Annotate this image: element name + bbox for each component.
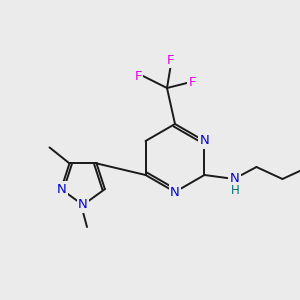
- Text: N: N: [230, 172, 239, 185]
- Text: F: F: [167, 53, 175, 67]
- Text: H: H: [231, 184, 240, 197]
- Text: N: N: [78, 199, 88, 212]
- Text: N: N: [200, 134, 209, 148]
- Text: F: F: [134, 70, 142, 83]
- Text: N: N: [56, 183, 66, 196]
- Text: N: N: [170, 185, 180, 199]
- Text: F: F: [188, 76, 196, 89]
